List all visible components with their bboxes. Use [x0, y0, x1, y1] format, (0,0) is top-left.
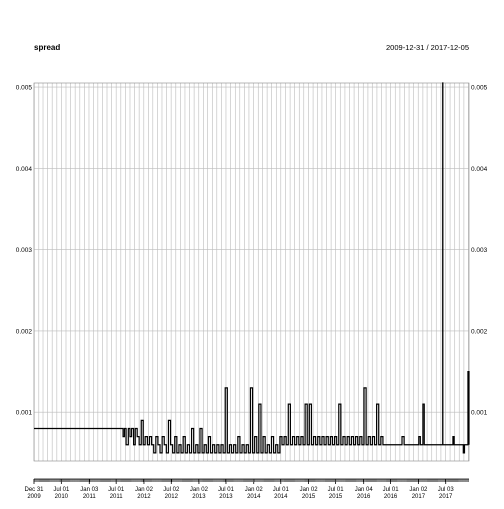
y-tick-label-right: 0.003 — [471, 247, 488, 254]
x-tick-label: Jul 02 — [163, 487, 180, 493]
series-line — [34, 82, 470, 454]
y-tick-label-left: 0.004 — [16, 166, 33, 173]
y-tick-label-right: 0.002 — [471, 328, 488, 335]
x-tick-year-label: 2015 — [302, 494, 316, 500]
x-tick-year-label: 2013 — [192, 494, 206, 500]
y-axis-left: 0.001 0.002 0.003 0.004 0.005 — [16, 85, 33, 417]
x-tick-year-label: 2016 — [357, 494, 371, 500]
x-tick-label: Jul 01 — [328, 487, 345, 493]
y-tick-label-right: 0.004 — [471, 166, 488, 173]
x-tick-label: Dec 31 — [24, 487, 44, 493]
x-tick-label: Jul 01 — [383, 487, 400, 493]
x-tick-label: Jan 03 — [80, 487, 99, 493]
plot-frame — [33, 82, 470, 462]
x-tick-year-label: 2016 — [384, 494, 398, 500]
x-tick-label: Jan 02 — [190, 487, 209, 493]
x-tick-year-label: 2017 — [412, 494, 426, 500]
x-tick-year-label: 2012 — [165, 494, 179, 500]
y-tick-label-left: 0.002 — [16, 328, 33, 335]
x-tick-label: Jul 01 — [218, 487, 235, 493]
x-tick-year-label: 2015 — [329, 494, 343, 500]
x-tick-label: Jul 01 — [108, 487, 125, 493]
x-tick-label: Jul 03 — [438, 487, 455, 493]
x-tick-year-label: 2014 — [274, 494, 288, 500]
x-tick-year-label: 2013 — [219, 494, 233, 500]
y-tick-label-left: 0.005 — [16, 85, 33, 92]
y-tick-label-left: 0.001 — [16, 410, 33, 417]
x-tick-label: Jan 02 — [409, 487, 428, 493]
x-tick-label: Jan 02 — [135, 487, 154, 493]
x-tick-year-label: 2010 — [55, 494, 69, 500]
x-tick-year-label: 2017 — [439, 494, 453, 500]
x-tick-year-label: 2012 — [137, 494, 151, 500]
x-tick-label: Jan 02 — [245, 487, 264, 493]
chart-title: spread — [34, 43, 60, 52]
date-range-label: 2009-12-31 / 2017-12-05 — [386, 43, 469, 52]
y-tick-label-right: 0.001 — [471, 410, 488, 417]
x-tick-label: Jul 01 — [273, 487, 290, 493]
x-tick-label: Jan 04 — [355, 487, 374, 493]
y-axis-right: 0.001 0.002 0.003 0.004 0.005 — [471, 85, 488, 417]
x-tick-year-label: 2014 — [247, 494, 261, 500]
x-tick-label: Jan 02 — [300, 487, 319, 493]
x-tick-label: Jul 01 — [53, 487, 70, 493]
y-tick-label-right: 0.005 — [471, 85, 488, 92]
y-tick-label-left: 0.003 — [16, 247, 33, 254]
x-tick-year-label: 2009 — [27, 494, 41, 500]
grid — [33, 82, 470, 462]
x-tick-year-label: 2011 — [83, 494, 97, 500]
x-tick-year-label: 2011 — [110, 494, 124, 500]
series-area — [34, 82, 470, 454]
